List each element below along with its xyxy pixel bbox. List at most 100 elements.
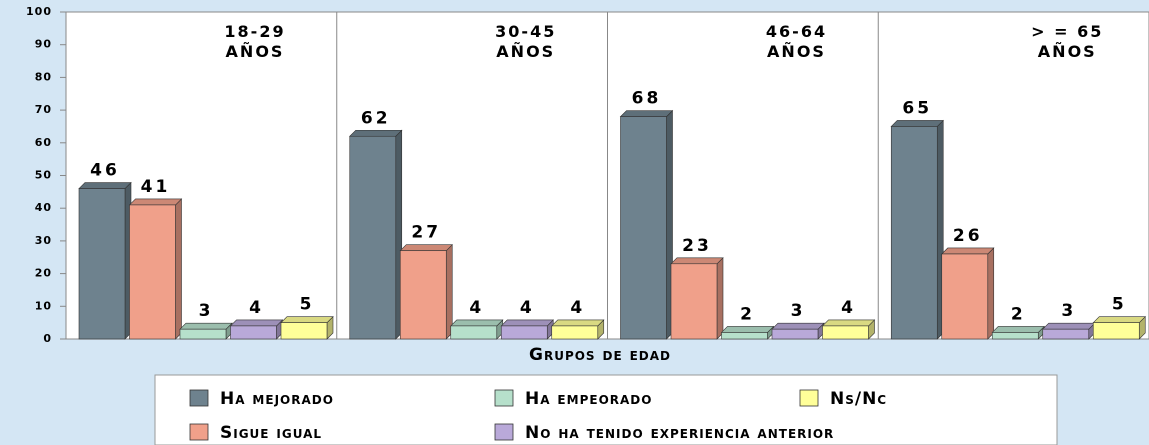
y-tick-label: 60 (35, 136, 52, 149)
bar-top (992, 326, 1044, 332)
bar (451, 320, 503, 339)
data-label: 65 (902, 98, 932, 118)
data-label: 5 (1112, 295, 1127, 315)
bar-face (1093, 323, 1139, 339)
bar-face (501, 326, 547, 339)
bar-top (942, 248, 994, 254)
bar-top (231, 320, 283, 326)
bar-face (130, 205, 176, 339)
bar-face (281, 323, 327, 339)
bar (400, 245, 452, 339)
bar (722, 326, 774, 339)
bar-top (79, 183, 131, 189)
legend-label: Ha empeorado (525, 389, 652, 409)
data-label: 68 (632, 89, 662, 109)
bar (891, 120, 943, 339)
bar-face (722, 332, 768, 339)
bar (1043, 323, 1095, 339)
bar-face (231, 326, 277, 339)
x-axis-title: Grupos de edad (529, 345, 671, 365)
bar (130, 199, 182, 339)
y-tick-label: 100 (26, 5, 52, 18)
bar-face (180, 329, 226, 339)
data-label: 2 (740, 304, 755, 324)
data-label: 5 (300, 295, 315, 315)
bar-side (446, 245, 452, 339)
legend-label: No ha tenido experiencia anterior (525, 423, 834, 443)
bar-face (621, 117, 667, 339)
bar (772, 323, 824, 339)
bar-top (451, 320, 503, 326)
category-label: 18-29 AÑOS (212, 22, 298, 62)
bar (552, 320, 604, 339)
legend-swatch (495, 424, 513, 440)
legend-label: Ha mejorado (220, 389, 334, 409)
bar-top (823, 320, 875, 326)
legend-label: Ns/Nc (830, 389, 887, 409)
bar (1093, 317, 1145, 339)
bar-side (988, 248, 994, 339)
category-label: > = 65 AÑOS (1024, 22, 1110, 62)
bar-side (717, 258, 723, 339)
y-tick-label: 70 (35, 103, 52, 116)
bar-top (350, 130, 402, 136)
bar (621, 111, 673, 339)
data-label: 4 (841, 298, 856, 318)
bar (501, 320, 553, 339)
bar (79, 183, 131, 339)
data-label: 26 (953, 226, 983, 246)
bar-top (281, 317, 333, 323)
bar-top (891, 120, 943, 126)
bar-top (621, 111, 673, 117)
y-tick-label: 10 (35, 299, 52, 312)
bar-top (552, 320, 604, 326)
legend-swatch (190, 390, 208, 406)
bar-face (350, 136, 396, 339)
y-tick-label: 50 (35, 169, 52, 182)
legend-swatch (495, 390, 513, 406)
bar (823, 320, 875, 339)
bar-top (671, 258, 723, 264)
data-label: 3 (791, 301, 806, 321)
data-label: 46 (90, 161, 120, 181)
y-tick-label: 30 (35, 234, 52, 247)
bar-top (772, 323, 824, 329)
bar-side (176, 199, 182, 339)
data-label: 23 (682, 236, 712, 256)
data-label: 4 (520, 298, 535, 318)
bar-face (1043, 329, 1089, 339)
data-label: 41 (141, 177, 171, 197)
data-label: 3 (199, 301, 214, 321)
bar-face (79, 189, 125, 339)
bar (992, 326, 1044, 339)
bar-face (891, 126, 937, 339)
bar-face (451, 326, 497, 339)
y-tick-label: 80 (35, 70, 52, 83)
category-label: 46-64 AÑOS (754, 22, 840, 62)
bar-top (722, 326, 774, 332)
chart: Grupos de edad 0102030405060708090100464… (0, 0, 1149, 445)
data-label: 4 (570, 298, 585, 318)
bar-top (1093, 317, 1145, 323)
bar-top (180, 323, 232, 329)
legend-swatch (190, 424, 208, 440)
bar-top (130, 199, 182, 205)
bar (281, 317, 333, 339)
data-label: 27 (411, 223, 441, 243)
bar-top (400, 245, 452, 251)
data-label: 4 (469, 298, 484, 318)
bar-face (992, 332, 1038, 339)
legend-swatch (800, 390, 818, 406)
y-tick-label: 90 (35, 38, 52, 51)
bar-face (400, 251, 446, 339)
bar-face (671, 264, 717, 339)
y-tick-label: 20 (35, 267, 52, 280)
bar-face (772, 329, 818, 339)
bar (350, 130, 402, 339)
bar (942, 248, 994, 339)
bar (671, 258, 723, 339)
data-label: 3 (1061, 301, 1076, 321)
bar-top (1043, 323, 1095, 329)
y-tick-label: 40 (35, 201, 52, 214)
page: Grupos de edad 0102030405060708090100464… (0, 0, 1149, 445)
